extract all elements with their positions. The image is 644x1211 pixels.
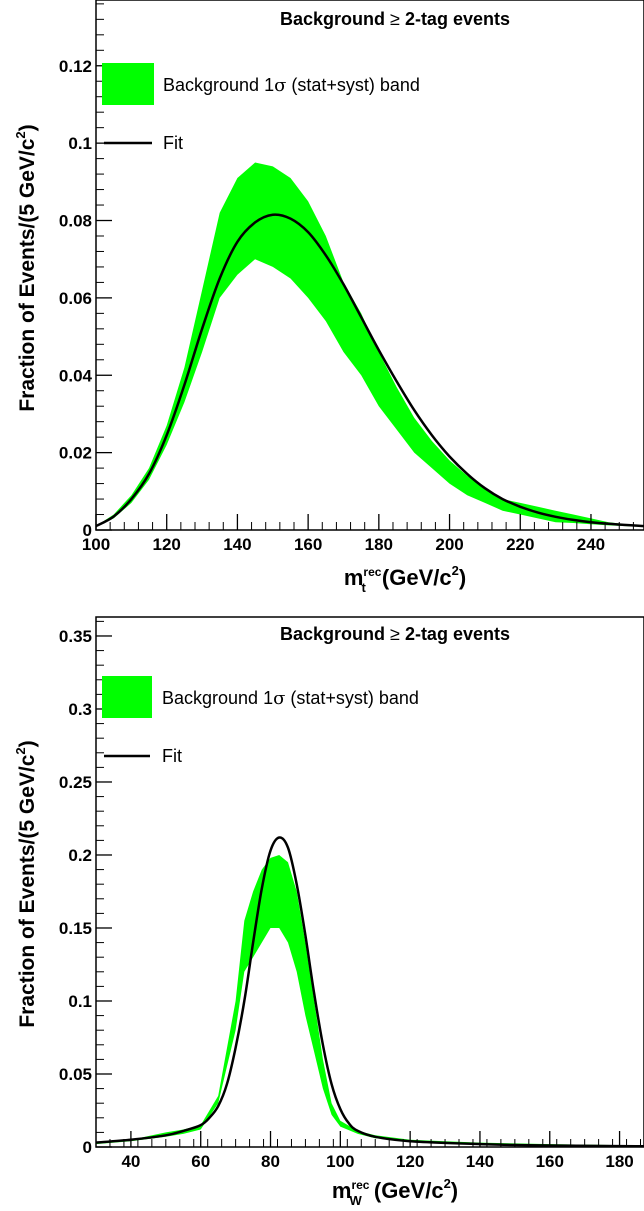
title-prefix: Background [280, 624, 385, 644]
title-prefix: Background [280, 9, 385, 29]
x-tick-label: 80 [261, 1152, 280, 1171]
legend-band-swatch [102, 63, 154, 105]
x-axis-title: mrec W (GeV/c2) [332, 1176, 458, 1208]
y-tick-label: 0.15 [59, 919, 92, 938]
legend-band-label: Background 1σ (stat+syst) band [162, 688, 419, 709]
tick-marks-layer [95, 3, 634, 531]
legend: Background 1σ (stat+syst) band Fit [102, 63, 420, 153]
x-tick-labels-layer: 40 60 80 100 120 140 160 180 [121, 1152, 633, 1171]
x-tick-label: 40 [121, 1152, 140, 1171]
top-mass-panel: 100 120 140 160 180 200 220 240 0 0.02 0.04 0.06 0.… [13, 0, 644, 595]
fit-curve-layer [95, 836, 644, 1148]
x-tick-label: 120 [153, 535, 181, 554]
x-tick-labels-layer: 100 120 140 160 180 200 220 240 [82, 535, 605, 554]
ge-symbol: ≥ [390, 624, 400, 644]
fit-curve-layer [95, 213, 644, 528]
y-tick-label: 0 [83, 1138, 92, 1157]
legend-band-swatch [102, 676, 152, 718]
y-tick-label: 0.1 [68, 134, 92, 153]
x-tick-label: 140 [466, 1152, 494, 1171]
ge-symbol: ≥ [390, 9, 400, 29]
x-tick-label: 160 [536, 1152, 564, 1171]
x-tick-label: 200 [435, 535, 463, 554]
legend-fit-label: Fit [162, 746, 182, 766]
x-tick-label: 180 [605, 1152, 633, 1171]
tick-marks-layer [95, 620, 642, 1148]
legend-band-label: Background 1σ (stat+syst) band [163, 75, 420, 96]
x-tick-label: 240 [577, 535, 605, 554]
x-tick-label: 180 [365, 535, 393, 554]
x-tick-label: 120 [396, 1152, 424, 1171]
plot-frame [95, 0, 644, 531]
y-tick-label: 0.04 [59, 366, 93, 385]
x-axis-title: mrec t (GeV/c2) [344, 563, 466, 595]
y-tick-label: 0.35 [59, 627, 92, 646]
y-tick-label: 0 [83, 521, 92, 540]
y-axis-title: Fraction of Events/(5 GeV/c2) [13, 124, 39, 411]
legend-fit-label: Fit [163, 133, 183, 153]
y-tick-label: 0.06 [59, 289, 92, 308]
plot-frame [95, 616, 644, 1148]
fit-curve [95, 213, 644, 528]
y-tick-label: 0.1 [68, 992, 92, 1011]
y-tick-label: 0.2 [68, 846, 92, 865]
title-suffix: 2-tag events [405, 624, 510, 644]
y-tick-label: 0.05 [59, 1065, 92, 1084]
w-mass-panel: 40 60 80 100 120 140 160 180 0 0.05 0.1 0.15 0.2 0.2… [13, 616, 644, 1208]
x-tick-label: 220 [506, 535, 534, 554]
background-band [96, 162, 644, 527]
plot-title: Background ≥ 2-tag events [280, 624, 510, 644]
x-tick-label: 140 [223, 535, 251, 554]
title-suffix: 2-tag events [405, 9, 510, 29]
y-tick-labels-layer: 0 0.02 0.04 0.06 0.08 0.1 0.12 [59, 57, 93, 540]
plot-title: Background ≥ 2-tag events [280, 9, 510, 29]
y-tick-label: 0.08 [59, 212, 92, 231]
y-tick-label: 0.12 [59, 57, 92, 76]
fit-curve [95, 836, 644, 1148]
x-tick-label: 100 [326, 1152, 354, 1171]
x-tick-label: 100 [82, 535, 110, 554]
background-band-layer [96, 162, 644, 527]
y-tick-label: 0.02 [59, 444, 92, 463]
y-tick-label: 0.3 [68, 700, 92, 719]
y-tick-label: 0.25 [59, 773, 92, 792]
legend: Background 1σ (stat+syst) band Fit [102, 676, 419, 766]
x-tick-label: 160 [294, 535, 322, 554]
x-tick-label: 60 [191, 1152, 210, 1171]
y-axis-title: Fraction of Events/(5 GeV/c2) [13, 740, 39, 1027]
y-tick-labels-layer: 0 0.05 0.1 0.15 0.2 0.25 0.3 0.35 [59, 627, 92, 1157]
